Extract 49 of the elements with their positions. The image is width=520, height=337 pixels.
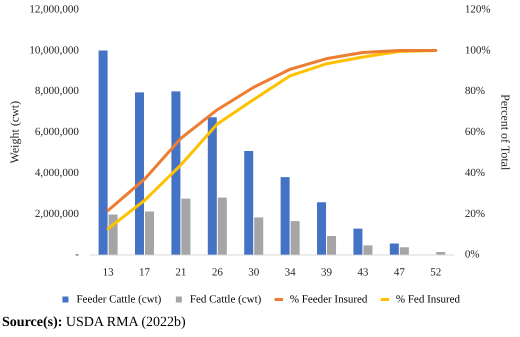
y-tick-label: 4,000,000 [34,166,80,179]
bar [390,244,399,255]
bar [327,236,336,255]
x-tick-label: 13 [102,266,114,278]
bar [218,198,227,255]
x-tick-label: 47 [394,266,406,278]
bar [317,202,326,255]
x-tick-label: 26 [212,266,224,278]
bar [400,247,409,255]
legend-label: Fed Cattle (cwt) [190,293,262,306]
x-tick-label: 52 [430,266,442,278]
bar [280,177,290,255]
y2-tick-label: 60% [464,126,486,138]
bar [290,221,300,255]
bar [254,217,264,255]
x-tick-label: 34 [284,266,296,278]
bar [181,198,190,255]
bar [134,92,144,255]
x-tick-label: 30 [248,266,260,278]
y2-tick-label: 20% [464,208,486,220]
legend-label: Feeder Cattle (cwt) [76,293,162,306]
legend-label: % Fed Insured [396,293,461,306]
y-tick-label: 6,000,000 [34,126,80,138]
legend-label: % Feeder Insured [290,293,368,306]
y-tick-label: - [75,248,80,261]
bar [208,117,217,255]
y-tick-label: 12,000,000 [29,3,80,16]
y2-axis-title: Percent of Total [498,94,513,171]
y2-tick-label: 0% [464,248,480,261]
bar [145,211,154,255]
x-tick-label: 17 [139,266,151,278]
y-tick-label: 2,000,000 [34,208,80,220]
bar [244,151,254,255]
x-tick-label: 21 [175,266,186,278]
y2-tick-label: 120% [464,3,491,16]
bar [353,228,362,255]
bar [171,91,180,255]
bar [363,245,372,255]
y-tick-label: 10,000,000 [29,44,80,56]
source-note: Source(s): USDA RMA (2022b) [2,315,186,330]
y2-tick-label: 40% [464,166,486,179]
y-axis-title: Weight (cwt) [7,100,22,164]
y2-tick-label: 100% [464,44,491,56]
y2-tick-label: 80% [464,85,486,98]
x-tick-label: 39 [321,266,333,278]
y-tick-label: 8,000,000 [34,85,80,98]
x-tick-label: 43 [357,266,369,278]
bar [108,214,118,255]
bar [98,50,108,255]
